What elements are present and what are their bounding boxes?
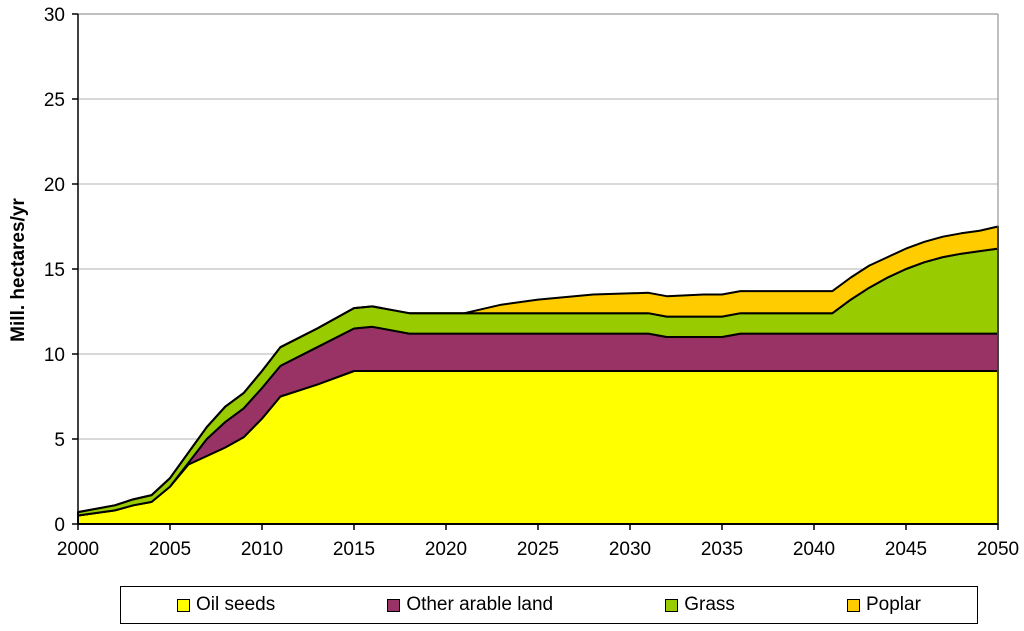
y-tick-label: 15 xyxy=(44,260,65,281)
y-tick-label: 25 xyxy=(44,90,65,111)
x-tick-label: 2000 xyxy=(57,539,99,560)
x-tick-label: 2025 xyxy=(517,539,559,560)
legend-item-poplar: Poplar xyxy=(846,594,921,616)
legend-item-oil-seeds: Oil seeds xyxy=(177,594,275,616)
y-tick-label: 10 xyxy=(44,345,65,366)
y-tick-label: 30 xyxy=(44,5,65,26)
legend-label: Oil seeds xyxy=(196,594,276,615)
x-tick-label: 2050 xyxy=(977,539,1019,560)
y-tick-label: 0 xyxy=(54,515,65,536)
legend-label: Other arable land xyxy=(406,594,554,615)
x-tick-label: 2020 xyxy=(425,539,467,560)
legend-item-grass: Grass xyxy=(665,594,735,616)
area-series xyxy=(77,225,999,525)
legend-swatch-grass xyxy=(665,598,679,612)
legend-label: Grass xyxy=(684,594,735,615)
x-tick-label: 2040 xyxy=(793,539,835,560)
legend-item-other-arable-land: Other arable land xyxy=(387,594,553,616)
x-tick-label: 2010 xyxy=(241,539,283,560)
y-axis-title: Mill. hectares/yr xyxy=(8,198,29,342)
legend-swatch-oil-seeds xyxy=(177,598,191,612)
legend-swatch-other-arable-land xyxy=(387,598,401,612)
x-tick-label: 2035 xyxy=(701,539,743,560)
legend: Oil seeds Other arable land Grass Poplar xyxy=(120,586,978,624)
x-tick-label: 2005 xyxy=(149,539,191,560)
y-tick-label: 5 xyxy=(54,430,65,451)
legend-label: Poplar xyxy=(865,594,921,615)
x-tick-label: 2015 xyxy=(333,539,375,560)
x-tick-label: 2045 xyxy=(885,539,927,560)
legend-swatch-poplar xyxy=(846,598,860,612)
y-tick-label: 20 xyxy=(44,175,65,196)
x-tick-label: 2030 xyxy=(609,539,651,560)
